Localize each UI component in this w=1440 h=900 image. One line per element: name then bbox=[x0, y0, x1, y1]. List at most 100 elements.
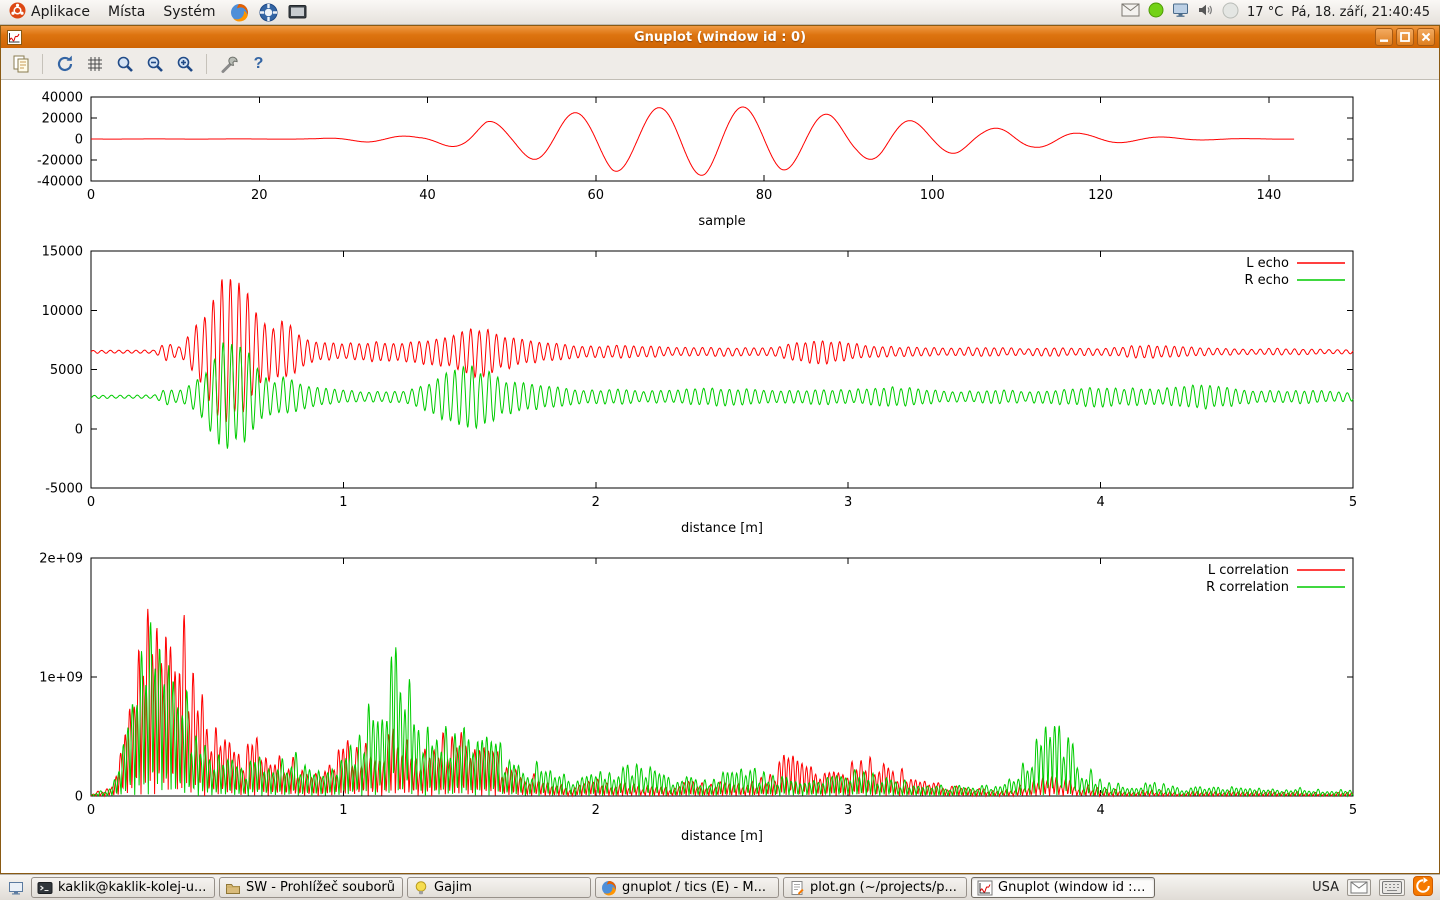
legend-label: L correlation bbox=[1208, 563, 1289, 578]
mail-notification-icon[interactable] bbox=[1121, 3, 1140, 21]
keyboard-layout-indicator[interactable]: USA bbox=[1312, 880, 1339, 895]
x-axis-label: sample bbox=[698, 214, 745, 229]
replot-refresh-icon bbox=[57, 55, 72, 71]
x-tick-label: 3 bbox=[844, 495, 852, 510]
y-tick-label: -20000 bbox=[37, 154, 83, 169]
taskbar-button-label: Gajim bbox=[434, 880, 472, 895]
zoom-previous-icon bbox=[117, 56, 133, 72]
x-tick-label: 0 bbox=[87, 188, 95, 203]
firefox-icon bbox=[602, 880, 616, 895]
x-tick-label: 0 bbox=[87, 803, 95, 818]
replot-button[interactable] bbox=[51, 50, 78, 77]
x-tick-label: 4 bbox=[1096, 803, 1104, 818]
y-tick-label: -5000 bbox=[45, 482, 83, 497]
x-tick-label: 20 bbox=[251, 188, 268, 203]
x-tick-label: 2 bbox=[592, 495, 600, 510]
minimize-button[interactable] bbox=[1375, 28, 1393, 46]
help-button[interactable]: ? bbox=[245, 50, 272, 77]
volume-icon[interactable] bbox=[1197, 2, 1214, 22]
gnuplot-toolbar: ? bbox=[1, 48, 1439, 80]
x-tick-label: 140 bbox=[1256, 188, 1281, 203]
weather-icon[interactable] bbox=[1222, 2, 1239, 23]
keyboard-tray-icon[interactable] bbox=[1379, 879, 1405, 896]
series-L-echo bbox=[90, 279, 1354, 423]
panel-status-area: 17 °C Pá, 18. září, 21:40:45 bbox=[1121, 2, 1440, 23]
firefox-launcher[interactable] bbox=[225, 0, 254, 24]
y-tick-label: 0 bbox=[75, 133, 83, 148]
zoom-in-icon bbox=[177, 56, 193, 72]
zoom-previous-button[interactable] bbox=[111, 50, 138, 77]
grid-icon bbox=[87, 56, 102, 71]
text-editor-icon bbox=[791, 880, 804, 895]
taskbar-button-4[interactable]: gnuplot / tics (E) - M... bbox=[595, 877, 779, 898]
toolbar-separator bbox=[42, 53, 43, 74]
screenshot-icon bbox=[288, 5, 307, 19]
gajim-icon bbox=[415, 880, 427, 894]
copy-icon bbox=[13, 55, 28, 72]
menu-system[interactable]: Systém bbox=[154, 0, 224, 24]
x-tick-label: 5 bbox=[1349, 495, 1357, 510]
y-tick-label: -40000 bbox=[37, 175, 83, 190]
legend-label: R correlation bbox=[1206, 580, 1289, 595]
y-tick-label: 1e+09 bbox=[39, 671, 83, 686]
zoom-out-button[interactable] bbox=[141, 50, 168, 77]
maximize-button[interactable] bbox=[1396, 28, 1414, 46]
display-icon[interactable] bbox=[1172, 2, 1189, 22]
chart-correlation[interactable]: 0 1 2 3 4 5 0 1e+09 2e+09 distance [m] L correlati… bbox=[1, 546, 1439, 846]
taskbar-button-label: kaklik@kaklik-kolej-u... bbox=[58, 880, 207, 895]
taskbar-button-label: plot.gn (~/projects/p... bbox=[810, 880, 957, 895]
help-icon bbox=[259, 3, 278, 21]
taskbar-button-5[interactable]: plot.gn (~/projects/p... bbox=[783, 877, 967, 898]
window-title: Gnuplot (window id : 0) bbox=[633, 29, 807, 45]
clock[interactable]: Pá, 18. září, 21:40:45 bbox=[1291, 4, 1430, 20]
y-tick-label: 5000 bbox=[50, 363, 83, 378]
taskbar-button-label: Gnuplot (window id : 0) bbox=[998, 880, 1149, 895]
y-tick-label: 0 bbox=[75, 422, 83, 437]
menu-label-system: Systém bbox=[163, 4, 216, 20]
top-panel: Aplikace Místa Systém 17 °C Pá, 18. září… bbox=[0, 0, 1440, 25]
settings-button[interactable] bbox=[215, 50, 242, 77]
close-button[interactable] bbox=[1417, 28, 1435, 46]
y-tick-label: 0 bbox=[75, 790, 83, 805]
x-tick-label: 3 bbox=[844, 803, 852, 818]
menu-label-applications: Aplikace bbox=[31, 4, 90, 20]
chart-echo[interactable]: 0 1 2 3 4 5 -5000 0 5000 10000 15000 distance [m] L … bbox=[1, 240, 1439, 540]
menu-applications[interactable]: Aplikace bbox=[0, 0, 99, 24]
chart-sample-waveform[interactable]: 0 20 40 60 80 100 120 140 -40000 -20000 0 20000 4000… bbox=[1, 85, 1439, 235]
taskbar-button-label: gnuplot / tics (E) - M... bbox=[622, 880, 766, 895]
plot-border bbox=[90, 250, 1354, 489]
temperature-indicator[interactable]: 17 °C bbox=[1247, 4, 1284, 20]
window-list: kaklik@kaklik-kolej-u... SW - Prohlížeč s… bbox=[31, 877, 1155, 898]
x-tick-label: 1 bbox=[339, 495, 347, 510]
session-icon[interactable] bbox=[1148, 2, 1164, 22]
series-R-echo bbox=[90, 342, 1354, 449]
y-tick-label: 2e+09 bbox=[39, 552, 83, 567]
file-manager-icon bbox=[226, 883, 240, 894]
y-tick-label: 15000 bbox=[42, 245, 83, 260]
menu-label-places: Místa bbox=[108, 4, 146, 20]
copy-to-clipboard-button[interactable] bbox=[7, 50, 34, 77]
toolbar-separator bbox=[206, 53, 207, 74]
taskbar-button-6[interactable]: Gnuplot (window id : 0) bbox=[971, 877, 1155, 898]
close-icon bbox=[1421, 32, 1431, 42]
zoom-in-button[interactable] bbox=[171, 50, 198, 77]
taskbar-button-1[interactable]: kaklik@kaklik-kolej-u... bbox=[31, 877, 215, 898]
show-desktop-button[interactable] bbox=[5, 880, 27, 896]
x-tick-label: 120 bbox=[1088, 188, 1113, 203]
grid-toggle-button[interactable] bbox=[81, 50, 108, 77]
menu-places[interactable]: Místa bbox=[99, 0, 154, 24]
x-tick-label: 0 bbox=[87, 495, 95, 510]
x-tick-label: 4 bbox=[1096, 495, 1104, 510]
screenshot-launcher[interactable] bbox=[283, 0, 312, 24]
taskbar-button-3[interactable]: Gajim bbox=[407, 877, 591, 898]
series-L-correlation bbox=[90, 608, 1354, 798]
help-launcher[interactable] bbox=[254, 0, 283, 24]
series-R-correlation bbox=[90, 622, 1354, 798]
plot-area: 0 20 40 60 80 100 120 140 -40000 -20000 0 20000 4000… bbox=[1, 80, 1439, 873]
titlebar[interactable]: Gnuplot (window id : 0) bbox=[1, 26, 1439, 48]
update-notifier-icon[interactable] bbox=[1413, 875, 1433, 900]
minimize-icon bbox=[1380, 39, 1388, 42]
taskbar-button-2[interactable]: SW - Prohlížeč souborů bbox=[219, 877, 403, 898]
zoom-out-icon bbox=[147, 56, 163, 72]
mail-tray-icon[interactable] bbox=[1347, 879, 1371, 896]
